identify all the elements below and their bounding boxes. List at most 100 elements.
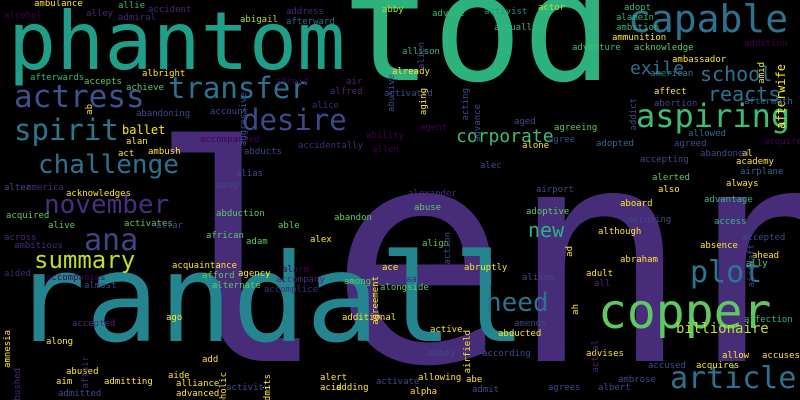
cloud-word: allison [402,47,440,57]
cloud-word: ambulance [34,0,83,9]
cloud-word: agreement [371,276,381,325]
cloud-word: accompanied [200,135,260,145]
cloud-word: access [714,217,747,227]
cloud-word: already [392,67,430,77]
cloud-word: tod [342,0,613,116]
cloud-word: afraid [276,77,309,87]
cloud-word: advantage [704,195,753,205]
cloud-word: almost [84,281,117,291]
cloud-word: all [594,279,611,289]
cloud-word: randall [12,228,527,370]
cloud-word: agency [238,269,271,279]
cloud-word: activated [384,89,433,99]
cloud-word: agreed [674,139,707,149]
cloud-word: accused [648,361,686,371]
cloud-word: afterwards [30,73,85,83]
cloud-word: albright [142,69,186,79]
cloud-word: advanced [176,389,220,399]
cloud-word: amends [514,319,547,329]
cloud-word: exile [630,58,685,79]
cloud-word: abuse [414,203,442,213]
cloud-word: admitting [104,377,153,387]
cloud-word: al [742,149,753,159]
cloud-word: ability [366,131,404,141]
cloud-word: accepts [84,77,122,87]
cloud-word: admiral [118,13,156,23]
cloud-word: abusive [387,74,397,112]
cloud-word: alien [417,42,427,70]
cloud-word: abbey [428,349,456,359]
cloud-word: amid [757,62,767,84]
cloud-word: action [443,232,453,265]
cloud-word: alice [312,101,340,111]
cloud-word: across [4,233,37,243]
cloud-word: capable [628,0,789,41]
cloud-word: absence [700,241,738,251]
cloud-word: reacts [708,82,781,106]
cloud-word: acquaintance [172,261,238,271]
cloud-word: air [346,77,363,87]
cloud-word: address [286,7,324,17]
cloud-word: alpha [410,387,438,397]
cloud-word: adoptive [526,207,570,217]
cloud-word: american [650,69,694,79]
cloud-word: ab [85,104,95,115]
cloud-word: summary [34,246,136,274]
cloud-word: aged [514,117,536,127]
cloud-word: acid [320,383,342,393]
cloud-word: ally [746,259,768,269]
cloud-word: alarm [282,265,310,275]
cloud-word: allie [118,1,146,11]
cloud-word: phantom [8,0,346,88]
cloud-word: aided [4,269,32,279]
cloud-word: afterward [286,17,335,27]
cloud-word: act [118,149,135,159]
cloud-word: account [210,107,248,117]
cloud-word: admit [472,385,500,395]
cloud-word: adult [586,269,614,279]
cloud-word: academy [736,157,774,167]
cloud-word: alec [480,161,502,171]
cloud-word: desire [242,103,347,137]
cloud-word: article [670,361,797,396]
cloud-word: billionaire [676,321,769,337]
cloud-word: able [278,221,300,231]
cloud-word: airfield [463,330,473,374]
cloud-word: accepted [72,319,116,329]
cloud-word: adding [336,383,369,393]
cloud-word: alexander [408,189,457,199]
cloud-word: adam [246,237,268,247]
cloud-word: ballet [122,123,166,137]
cloud-word: aircraft [747,244,757,288]
cloud-word: ammunition [612,33,667,43]
cloud-word: actress [14,79,145,115]
cloud-word: actually [494,23,538,33]
cloud-word: advance [473,104,483,142]
cloud-word: addict [629,98,639,131]
cloud-word: accepting [640,155,689,165]
cloud-word: always [726,179,759,189]
cloud-word: actual [591,340,601,373]
cloud-word: activist [484,7,528,17]
cloud-word: aggressive [239,92,249,147]
cloud-word: alive [48,221,76,231]
cloud-word: active [430,325,463,335]
cloud-word: america [26,183,64,193]
cloud-word: allowing [418,373,462,383]
cloud-word: according [482,349,531,359]
cloud-word: alley [86,9,114,19]
cloud-word: alerted [652,173,690,183]
cloud-word: additional [342,313,397,323]
cloud-word: ambrose [618,375,656,385]
cloud-word: aftermath [744,97,793,107]
cloud-word: abandon [334,213,372,223]
cloud-word: acknowledge [634,43,694,53]
cloud-word: activity [226,383,270,393]
cloud-word: alongside [380,283,429,293]
cloud-word: afford [202,271,235,281]
cloud-word: alone [522,141,550,151]
cloud-word: ad [565,246,575,257]
cloud-word: copper [598,284,772,340]
cloud-word: abducted [498,329,542,339]
